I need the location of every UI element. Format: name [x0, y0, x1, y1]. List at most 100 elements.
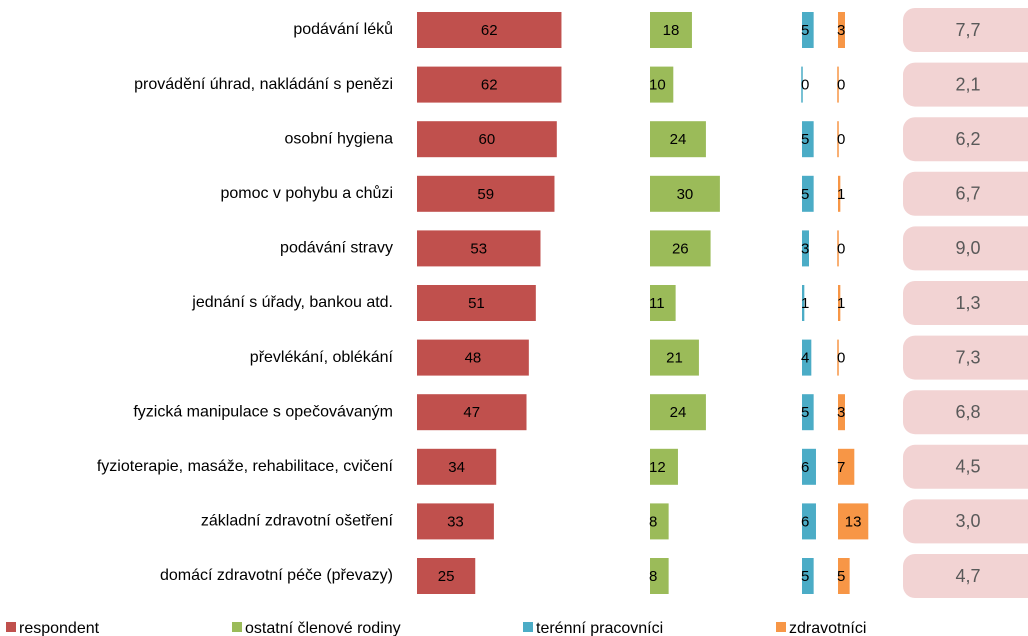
value-label: 7 — [837, 459, 845, 476]
category-label: podávání léků — [293, 20, 393, 38]
value-label: 26 — [672, 240, 689, 257]
value-box — [903, 62, 1028, 107]
category-label: osobní hygiena — [284, 130, 393, 147]
value-box-label: 6,2 — [955, 129, 980, 149]
value-label: 59 — [477, 186, 494, 203]
value-label: 24 — [670, 131, 687, 148]
value-label: 4 — [801, 350, 809, 367]
bar — [802, 503, 816, 540]
bar — [417, 230, 541, 267]
value-box-label: 6,8 — [955, 402, 980, 422]
value-label: 5 — [801, 186, 809, 203]
category-label: základní zdravotní ošetření — [201, 513, 394, 530]
category-label: pomoc v pohybu a chůzi — [220, 184, 393, 202]
value-label: 48 — [465, 350, 482, 367]
bar — [417, 175, 555, 212]
value-label: 3 — [837, 404, 845, 421]
value-box — [903, 335, 1028, 380]
value-box-label: 7,3 — [955, 347, 980, 367]
value-box-label: 2,1 — [955, 74, 980, 94]
value-box-label: 1,3 — [955, 293, 980, 313]
bar — [838, 175, 841, 212]
bar — [650, 394, 706, 431]
bar — [838, 448, 855, 485]
bar — [417, 558, 476, 594]
bar — [417, 448, 497, 485]
value-label: 5 — [801, 131, 809, 148]
value-label: 21 — [666, 350, 683, 367]
value-label: 33 — [447, 513, 464, 530]
bar — [650, 12, 692, 48]
value-label: 10 — [649, 77, 666, 94]
value-label: 12 — [649, 459, 666, 476]
value-label: 6 — [801, 459, 809, 476]
bar — [802, 121, 814, 158]
bar — [802, 175, 814, 212]
bar — [802, 339, 812, 376]
value-box-label: 4,5 — [955, 457, 980, 477]
legend-label: respondent — [19, 620, 100, 636]
bar — [417, 12, 562, 48]
value-label: 0 — [837, 240, 845, 257]
value-box — [903, 117, 1028, 162]
bar — [838, 285, 841, 321]
bar — [838, 394, 845, 431]
value-label: 8 — [649, 568, 657, 585]
value-label: 51 — [468, 295, 485, 312]
bar — [417, 503, 494, 540]
value-label: 3 — [801, 240, 809, 257]
category-label: jednání s úřady, bankou atd. — [191, 294, 393, 311]
value-label: 11 — [649, 295, 665, 312]
value-box-label: 6,7 — [955, 184, 980, 204]
bar — [650, 230, 711, 267]
bar — [802, 285, 805, 321]
value-label: 5 — [801, 568, 809, 585]
bar — [650, 448, 678, 485]
legend-label: ostatní členové rodiny — [245, 620, 401, 636]
bar — [650, 285, 676, 321]
bar — [417, 285, 536, 321]
category-label: fyzioterapie, masáže, rehabilitace, cvič… — [97, 458, 394, 475]
value-label: 0 — [837, 77, 845, 94]
value-label: 0 — [837, 350, 845, 367]
value-box-label: 9,0 — [955, 238, 980, 258]
bar — [650, 175, 720, 212]
value-box-label: 4,7 — [955, 566, 980, 586]
value-label: 25 — [438, 568, 455, 585]
value-label: 5 — [801, 404, 809, 421]
value-label: 0 — [801, 77, 809, 94]
bar — [650, 339, 699, 376]
bar — [417, 121, 557, 158]
bar — [417, 339, 529, 376]
bar — [650, 558, 669, 594]
bar — [802, 448, 816, 485]
category-label: fyzická manipulace s opečovávaným — [133, 403, 393, 420]
value-label: 0 — [837, 131, 845, 148]
bar — [838, 12, 845, 48]
value-box — [903, 390, 1028, 435]
bar — [802, 12, 814, 48]
bar — [802, 394, 814, 431]
value-label: 53 — [470, 240, 487, 257]
category-label: domácí zdravotní péče (převazy) — [160, 567, 393, 584]
value-label: 3 — [837, 22, 845, 39]
bar — [650, 503, 669, 540]
legend-label: zdravotníci — [789, 620, 866, 636]
category-label: podávání stravy — [280, 240, 393, 257]
value-box — [903, 8, 1028, 52]
legend-swatch — [523, 622, 533, 632]
value-box-label: 3,0 — [955, 511, 980, 531]
value-label: 1 — [837, 295, 845, 312]
bar — [838, 558, 850, 594]
value-label: 6 — [801, 513, 809, 530]
category-label: provádění úhrad, nakládání s penězi — [134, 76, 393, 93]
bar — [838, 503, 869, 540]
value-box — [903, 444, 1028, 489]
value-label: 24 — [670, 404, 687, 421]
value-box — [903, 226, 1028, 271]
value-label: 18 — [663, 22, 680, 39]
value-label: 30 — [677, 186, 694, 203]
value-label: 8 — [649, 513, 657, 530]
bar — [417, 394, 527, 431]
